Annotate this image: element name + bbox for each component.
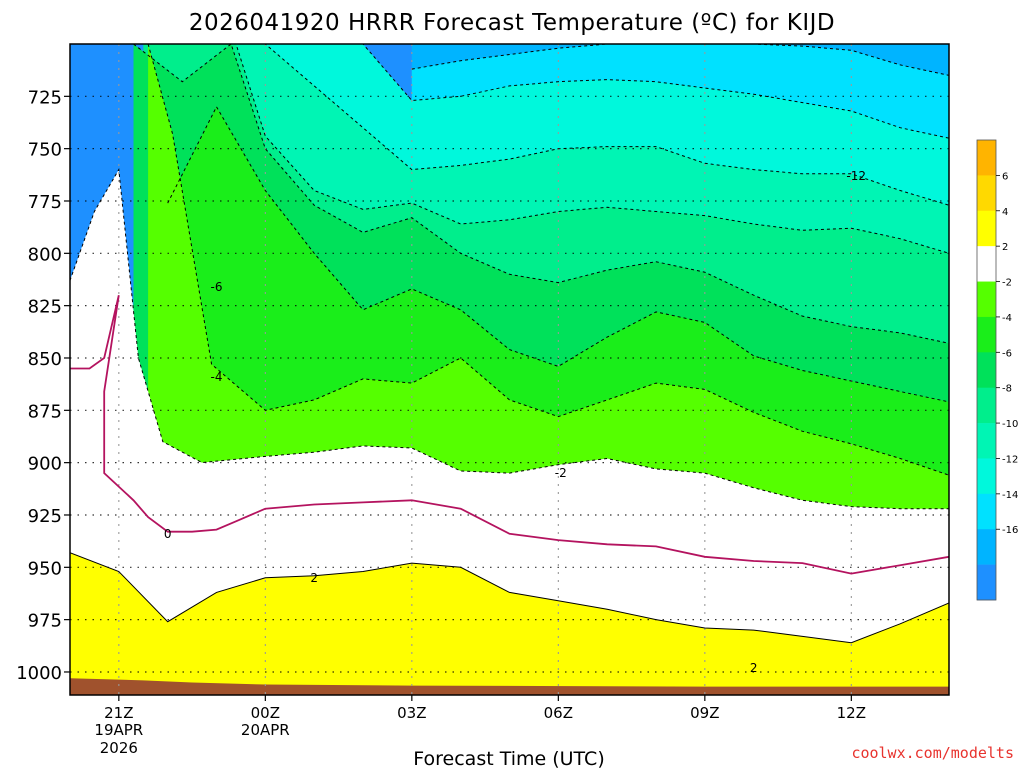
isotherm-line-0 xyxy=(70,294,949,575)
band-fill-above--2 xyxy=(70,169,949,695)
colorbar-tick-label: -14 xyxy=(1002,490,1018,501)
y-tick-label: 900 xyxy=(28,454,62,475)
band-fill-above-2 xyxy=(70,552,949,695)
x-tick-label: 12Z xyxy=(837,704,866,722)
colorbar-tick-label: -6 xyxy=(1002,348,1012,359)
colorbar-swatch xyxy=(977,210,996,247)
credit-text: coolwx.com/modelts xyxy=(851,744,1014,762)
isotherm-line--14 xyxy=(265,44,949,139)
contour-label: -2 xyxy=(555,466,567,480)
contour-label: -6 xyxy=(211,280,223,294)
y-tick-label: 775 xyxy=(28,192,62,213)
colorbar-swatch xyxy=(977,281,996,318)
x-tick-year-label: 2026 xyxy=(100,739,138,757)
x-axis-label: Forecast Time (UTC) xyxy=(413,748,604,768)
y-tick-label: 925 xyxy=(28,506,62,527)
x-tick-date-label: 19APR xyxy=(94,721,143,739)
x-tick-label: 00Z xyxy=(251,704,280,722)
colorbar-tick-label: -12 xyxy=(1002,454,1018,465)
isotherm-line--4 xyxy=(147,44,949,476)
colorbar-swatch xyxy=(977,246,996,282)
y-tick-label: 875 xyxy=(28,401,62,422)
colorbar-tick-label: 4 xyxy=(1002,207,1008,218)
x-tick-label: 06Z xyxy=(544,704,573,722)
y-tick-label: 975 xyxy=(28,611,62,632)
y-axis: 725 750 775 800 825 850 875 900 925 950 975 1000 xyxy=(16,87,70,684)
x-tick-date-label: 20APR xyxy=(241,721,290,739)
isotherm-line--10 xyxy=(143,44,949,254)
plot-area: -12 -6 -4 -2 0 2 2 xyxy=(70,44,949,695)
y-tick-label: 750 xyxy=(28,140,62,161)
colorbar-frame xyxy=(976,139,997,601)
contour-label-layer: -12 -6 -4 -2 0 2 2 xyxy=(164,169,866,675)
isotherm-line--2 xyxy=(70,168,949,510)
colorbar-swatch xyxy=(977,175,996,212)
x-tick-label: 03Z xyxy=(397,704,426,722)
isotherm-line--12 xyxy=(167,44,949,206)
colorbar-tick-label: -2 xyxy=(1002,278,1012,289)
ground-surface-layer xyxy=(70,678,949,695)
contour-label: 2 xyxy=(310,571,318,585)
isotherm-contour-layer xyxy=(70,44,949,644)
plot-frame xyxy=(69,43,950,696)
y-tick-label: 950 xyxy=(28,558,62,579)
colorbar-swatch xyxy=(977,352,996,388)
x-tick-label: 21Z xyxy=(104,704,133,722)
isotherm-line--8 xyxy=(133,44,949,344)
colorbar-swatch xyxy=(977,458,996,495)
colorbar-tick-label: -16 xyxy=(1002,525,1018,536)
ground-surface xyxy=(70,678,949,695)
isotherm-line--16 xyxy=(411,44,949,76)
colorbar-swatch xyxy=(977,529,996,565)
y-tick-label: 825 xyxy=(28,297,62,318)
colorbar-swatch xyxy=(977,140,996,176)
y-tick-label: 850 xyxy=(28,349,62,370)
colorbar: -16 -14 -12 -10 -8 -6 -4 -2 2 4 6 xyxy=(976,139,1018,601)
colorbar-swatch xyxy=(977,316,996,353)
contour-label: 2 xyxy=(750,661,758,675)
colorbar-tick-label: -8 xyxy=(1002,384,1012,395)
colorbar-tick-label: -10 xyxy=(1002,419,1018,430)
colorbar-tick-label: 6 xyxy=(1002,171,1008,182)
contour-label: -12 xyxy=(846,169,866,183)
y-tick-label: 800 xyxy=(28,244,62,265)
colorbar-swatch xyxy=(977,387,996,424)
colorbar-swatch xyxy=(977,564,996,601)
x-tick-label: 09Z xyxy=(690,704,719,722)
contour-label: 0 xyxy=(164,527,172,541)
colorbar-swatch xyxy=(977,423,996,459)
colorbar-tick-label: -4 xyxy=(1002,313,1012,324)
chart-title: 2026041920 HRRR Forecast Temperature (ºC… xyxy=(189,10,835,36)
y-tick-label: 1000 xyxy=(16,663,62,684)
colorbar-swatch xyxy=(977,493,996,530)
y-tick-label: 725 xyxy=(28,87,62,108)
colorbar-tick-label: 2 xyxy=(1002,242,1008,253)
isotherm-line-2 xyxy=(70,552,949,644)
contour-label: -4 xyxy=(211,370,223,384)
temperature-fill-layer xyxy=(70,44,949,695)
